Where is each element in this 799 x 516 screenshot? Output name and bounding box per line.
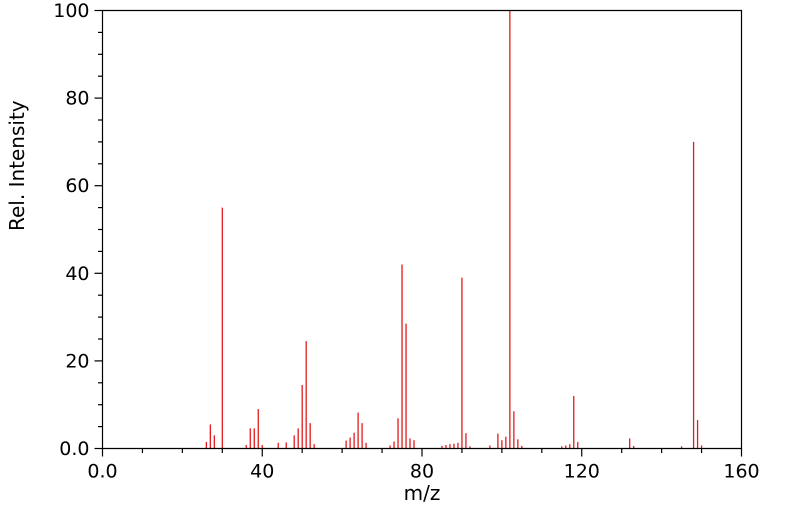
y-tick-label: 60 <box>65 175 89 197</box>
y-tick-label: 0.0 <box>59 438 89 460</box>
y-tick-label: 20 <box>65 350 89 372</box>
axes-frame <box>101 9 743 450</box>
x-tick-label: 120 <box>564 461 600 483</box>
y-tick-label: 80 <box>65 88 89 110</box>
x-axis-label-text: m/z <box>403 481 441 505</box>
x-tick-label: 40 <box>250 461 274 483</box>
y-tick-label: 100 <box>53 0 89 22</box>
tick-labels: 0.0 40 80 120 160 0.0 20 40 60 80 100 <box>53 0 759 483</box>
x-tick-label: 80 <box>410 461 434 483</box>
x-tick-label: 160 <box>723 461 759 483</box>
axis-ticks <box>94 9 743 457</box>
spectrum-peaks <box>205 10 703 449</box>
x-axis-label: m/z <box>102 483 742 503</box>
y-tick-label: 40 <box>65 263 89 285</box>
x-tick-label: 0.0 <box>87 461 117 483</box>
